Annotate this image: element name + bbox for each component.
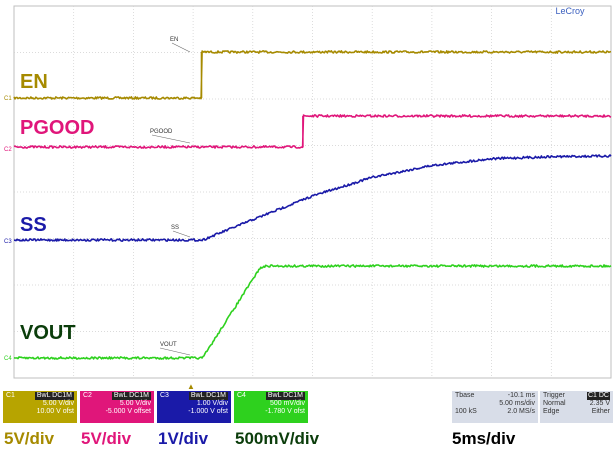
c4-info-box[interactable]: C4 BwL DC1M 500 mV/div -1.780 V ofst bbox=[234, 391, 308, 423]
timebase-rate: 2.0 MS/s bbox=[507, 408, 535, 415]
c4-scale-caption: 500mV/div bbox=[235, 429, 320, 448]
pgood-channel-label: PGOOD bbox=[20, 117, 94, 139]
c2-coupling-tag: BwL DC1M bbox=[111, 392, 151, 400]
c2-offset: -5.000 V offset bbox=[105, 408, 151, 415]
c1-scale: 5.00 V/div bbox=[42, 400, 74, 407]
c3-coupling-tag: BwL DC1M bbox=[188, 392, 228, 400]
c2-id: C2 bbox=[83, 392, 92, 399]
c1-ground-marker: C1 bbox=[4, 96, 12, 102]
c3-id: C3 bbox=[160, 392, 169, 399]
en-trace bbox=[13, 50, 612, 100]
vout-trace bbox=[13, 264, 612, 360]
trigger-level: 2.35 V bbox=[589, 400, 610, 407]
timebase-scale: 5.00 ms/div bbox=[499, 400, 535, 407]
c4-coupling-tag: BwL DC1M bbox=[265, 392, 305, 400]
trigger-source: C1 DC bbox=[586, 392, 610, 400]
c1-info-box[interactable]: C1 BwL DC1M 5.00 V/div 10.00 V ofst bbox=[3, 391, 77, 423]
time-scale-caption: 5ms/div bbox=[452, 429, 516, 448]
pgood-trace-marker: PGOOD bbox=[150, 129, 173, 135]
en-channel-label: EN bbox=[20, 71, 48, 93]
brand-logo: LeCroy bbox=[555, 6, 585, 16]
c2-ground-marker: C2 bbox=[4, 147, 12, 153]
trigger-type: Edge bbox=[543, 408, 560, 415]
c4-ground-marker: C4 bbox=[4, 356, 12, 362]
c1-coupling-tag: BwL DC1M bbox=[34, 392, 74, 400]
trigger-mode: Normal bbox=[543, 400, 566, 407]
c4-id: C4 bbox=[237, 392, 246, 399]
c3-scale-caption: 1V/div bbox=[158, 429, 209, 448]
vout-channel-label: VOUT bbox=[20, 322, 76, 344]
oscilloscope-screen: LeCroy C1 C2 C3 C4 EN PGOOD SS VOUT EN P… bbox=[4, 5, 612, 390]
ss-trace-marker: SS bbox=[171, 225, 179, 231]
c1-offset: 10.00 V ofst bbox=[36, 408, 74, 415]
pgood-trace bbox=[13, 114, 612, 149]
c4-offset: -1.780 V ofst bbox=[265, 408, 305, 415]
c1-scale-caption: 5V/div bbox=[4, 429, 55, 448]
timebase-label: Tbase bbox=[455, 392, 475, 399]
timebase-box[interactable]: Tbase -10.1 ms 5.00 ms/div 100 kS 2.0 MS/s bbox=[452, 391, 538, 423]
c3-scale: 1.00 V/div bbox=[196, 400, 228, 407]
c2-scale-caption: 5V/div bbox=[81, 429, 132, 448]
vout-trace-marker: VOUT bbox=[160, 342, 177, 348]
en-trace-marker: EN bbox=[170, 37, 178, 43]
timebase-samples: 100 kS bbox=[455, 408, 477, 415]
waveform-traces bbox=[13, 50, 612, 360]
c2-scale: 5.00 V/div bbox=[119, 400, 151, 407]
timebase-delay: -10.1 ms bbox=[507, 392, 535, 399]
c3-ground-marker: C3 bbox=[4, 239, 12, 245]
trigger-label: Trigger bbox=[543, 392, 565, 399]
c1-id: C1 bbox=[6, 392, 15, 399]
grid bbox=[13, 5, 612, 379]
c3-info-box[interactable]: C3 BwL DC1M 1.00 V/div -1.000 V ofst bbox=[157, 391, 231, 423]
ss-channel-label: SS bbox=[20, 214, 47, 236]
c2-info-box[interactable]: C2 BwL DC1M 5.00 V/div -5.000 V offset bbox=[80, 391, 154, 423]
c4-scale: 500 mV/div bbox=[269, 400, 305, 407]
trigger-slope: Either bbox=[591, 408, 610, 415]
trigger-box[interactable]: Trigger C1 DC Normal 2.35 V Edge Either bbox=[540, 391, 613, 423]
ss-trace bbox=[14, 154, 612, 242]
trigger-position-icon: ▲ bbox=[187, 382, 195, 390]
c3-offset: -1.000 V ofst bbox=[188, 408, 228, 415]
